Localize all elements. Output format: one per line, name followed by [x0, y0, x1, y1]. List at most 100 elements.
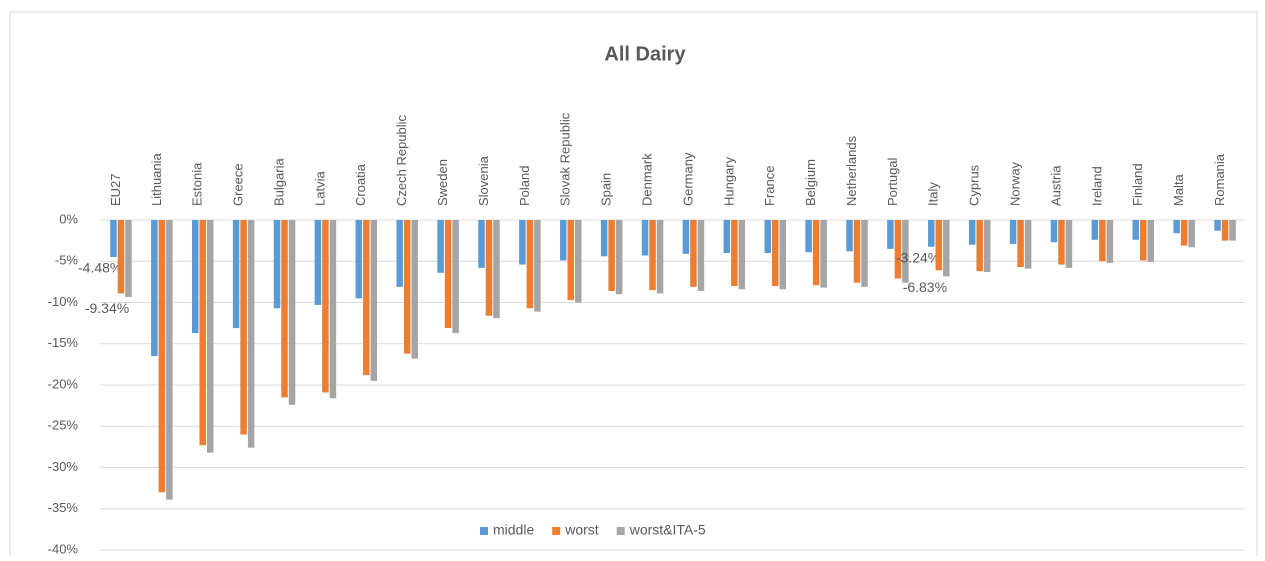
- y-tick-label: -30%: [48, 459, 79, 474]
- bar: [968, 220, 976, 245]
- bar: [396, 220, 403, 287]
- x-tick-label: Spain: [599, 173, 614, 206]
- y-tick-label: -20%: [48, 376, 79, 391]
- bar: [411, 220, 418, 359]
- bar: [314, 220, 322, 305]
- bar: [281, 220, 288, 398]
- chart-title: All Dairy: [604, 43, 686, 65]
- bar: [519, 220, 526, 265]
- bar: [935, 220, 943, 271]
- bar: [1106, 220, 1114, 263]
- x-tick-label: Lithuania: [149, 152, 164, 206]
- x-tick-label: Cyprus: [967, 164, 982, 206]
- bar: [1180, 220, 1188, 246]
- bar: [1050, 220, 1058, 243]
- bar: [526, 220, 534, 309]
- bar: [943, 220, 950, 277]
- bar: [1058, 220, 1065, 265]
- bar: [485, 220, 493, 316]
- x-tick-label: Austria: [1048, 165, 1063, 206]
- bar: [656, 220, 664, 294]
- bar: [478, 220, 485, 268]
- bar: [191, 220, 199, 334]
- bar: [649, 220, 656, 291]
- bar: [928, 220, 935, 247]
- bar: [820, 220, 827, 288]
- bar: [232, 220, 240, 329]
- data-label: -4.48%: [78, 260, 122, 276]
- x-tick-label: Finland: [1130, 163, 1145, 206]
- bar: [567, 220, 575, 301]
- bar: [444, 220, 452, 329]
- bar: [690, 220, 697, 287]
- bar: [894, 220, 902, 279]
- bar: [1147, 220, 1155, 263]
- bar: [117, 220, 125, 294]
- bar: [288, 220, 296, 405]
- x-tick-label: Portugal: [885, 157, 900, 206]
- x-tick-label: Germany: [680, 152, 695, 206]
- bar: [1221, 220, 1229, 241]
- bar: [493, 220, 500, 319]
- bar: [1214, 220, 1221, 231]
- bar: [887, 220, 894, 249]
- bar: [1024, 220, 1032, 269]
- bar: [1188, 220, 1195, 248]
- x-tick-label: Sweden: [435, 159, 450, 206]
- bar: [1065, 220, 1073, 268]
- x-tick-label: Ireland: [1089, 166, 1104, 206]
- bar: [1099, 220, 1106, 262]
- x-tick-label: Slovak Republic: [558, 112, 573, 206]
- x-tick-label: Slovenia: [476, 155, 491, 206]
- bar: [329, 220, 337, 399]
- y-tick-label: -5%: [55, 253, 79, 268]
- bar: [641, 220, 649, 256]
- x-tick-label: France: [762, 166, 777, 206]
- bar: [771, 220, 779, 286]
- bar: [1009, 220, 1017, 244]
- x-tick-label: Czech Republic: [394, 114, 409, 206]
- bar: [853, 220, 861, 283]
- x-tick-label: Norway: [1008, 161, 1023, 206]
- x-tick-label: Hungary: [721, 156, 736, 206]
- x-tick-label: Estonia: [190, 162, 205, 206]
- bar: [697, 220, 705, 291]
- bar: [166, 220, 173, 500]
- bar: [110, 220, 117, 257]
- x-tick-label: Latvia: [312, 171, 327, 206]
- x-tick-label: Croatia: [353, 163, 368, 206]
- bar: [608, 220, 615, 291]
- y-tick-label: -25%: [48, 418, 79, 433]
- bar: [738, 220, 746, 290]
- bar: [322, 220, 329, 393]
- y-tick-label: -35%: [48, 500, 79, 515]
- bar: [600, 220, 608, 257]
- y-tick-label: -10%: [48, 294, 79, 309]
- bar: [723, 220, 731, 253]
- bar: [976, 220, 983, 272]
- bar: [764, 220, 771, 253]
- bar: [1017, 220, 1024, 268]
- bar: [437, 220, 444, 273]
- x-tick-label: Italy: [926, 182, 941, 206]
- bar: [902, 220, 909, 283]
- bar: [273, 220, 281, 309]
- bar: [846, 220, 853, 252]
- x-tick-label: Netherlands: [844, 135, 859, 206]
- legend-swatch: [552, 527, 561, 535]
- bar: [363, 220, 370, 376]
- x-tick-label: Greece: [231, 163, 246, 206]
- chart-border: [9, 11, 1258, 561]
- x-tick-label: Malta: [1171, 173, 1186, 206]
- bar: [240, 220, 247, 435]
- x-tick-label: EU27: [108, 173, 123, 206]
- y-tick-label: 0%: [59, 211, 78, 226]
- legend-swatch: [616, 527, 625, 535]
- x-tick-label: Bulgaria: [271, 158, 286, 206]
- legend-label: worst: [564, 522, 599, 538]
- bar: [403, 220, 411, 354]
- bar: [452, 220, 459, 334]
- bar: [560, 220, 567, 261]
